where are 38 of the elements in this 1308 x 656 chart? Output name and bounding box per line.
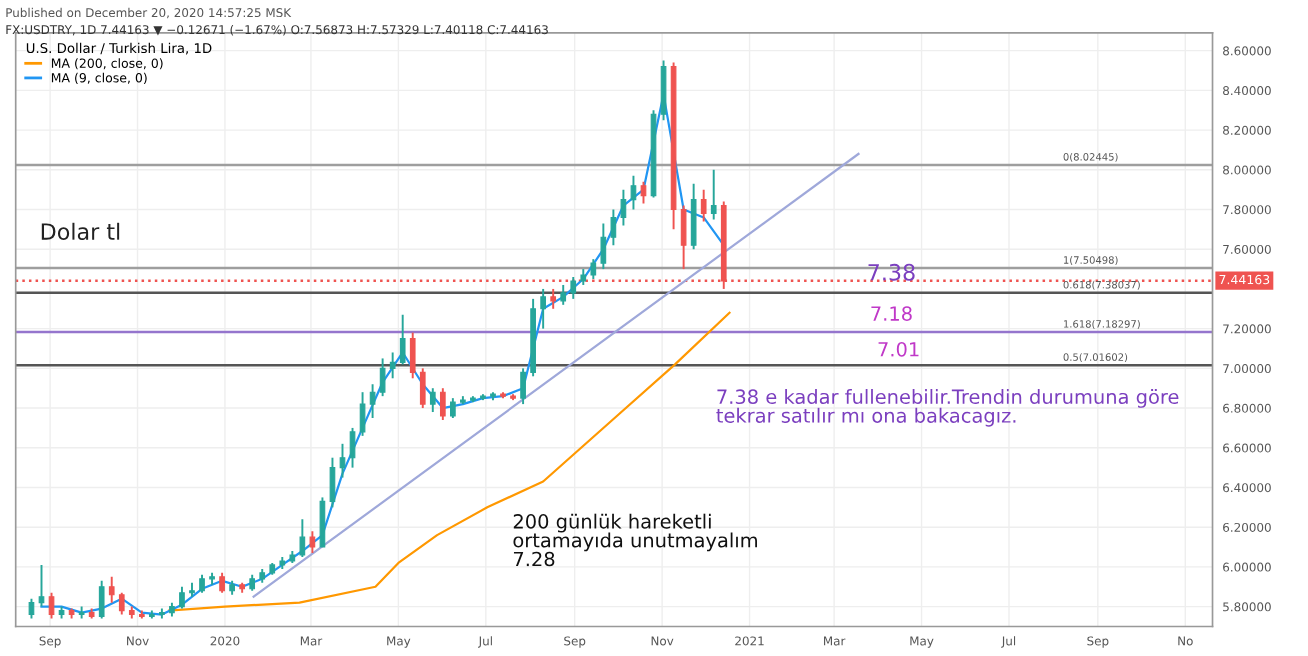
candlestick — [700, 188, 707, 223]
candlestick — [450, 397, 456, 419]
candlestick — [429, 387, 436, 414]
candlestick — [299, 518, 306, 558]
annotation: 7.38 — [868, 263, 915, 281]
candlestick — [108, 575, 115, 604]
candlestick — [550, 287, 557, 310]
candlestick — [620, 188, 627, 227]
candlestick — [219, 571, 225, 594]
candlestick — [179, 585, 185, 610]
annotation: Dolar tl — [41, 222, 120, 240]
candlestick — [610, 208, 617, 247]
candlestick — [319, 496, 326, 549]
candlestick — [38, 563, 45, 608]
candlestick — [389, 351, 396, 380]
candlestick — [379, 357, 386, 398]
candlestick — [359, 391, 366, 437]
candlestick — [690, 182, 697, 251]
candlestick — [399, 313, 406, 366]
candlestick — [439, 387, 446, 421]
candlestick — [560, 284, 567, 306]
annotation: 7.18 — [871, 306, 912, 321]
candlestick — [309, 530, 316, 554]
annotation: 7.38 e kadar fullenebilir.Trendin durumuna göre tekrar satılır mı ona bakacagız. — [716, 389, 1179, 427]
candlestick — [710, 168, 717, 221]
candlestick — [680, 204, 687, 271]
candlestick — [520, 367, 526, 406]
candlestick — [570, 276, 577, 300]
candlestick — [540, 287, 547, 330]
candlestick — [590, 258, 597, 280]
candlestick — [98, 579, 105, 620]
candlestick — [118, 591, 125, 616]
candlestick — [369, 383, 376, 419]
candlestick — [600, 222, 607, 271]
candlestick — [409, 331, 416, 380]
annotation: 7.01 — [878, 341, 919, 357]
candlestick — [419, 367, 426, 410]
annotation: 200 günlük hareketli ortamayıda unutmayalım 7.28 — [513, 513, 757, 567]
